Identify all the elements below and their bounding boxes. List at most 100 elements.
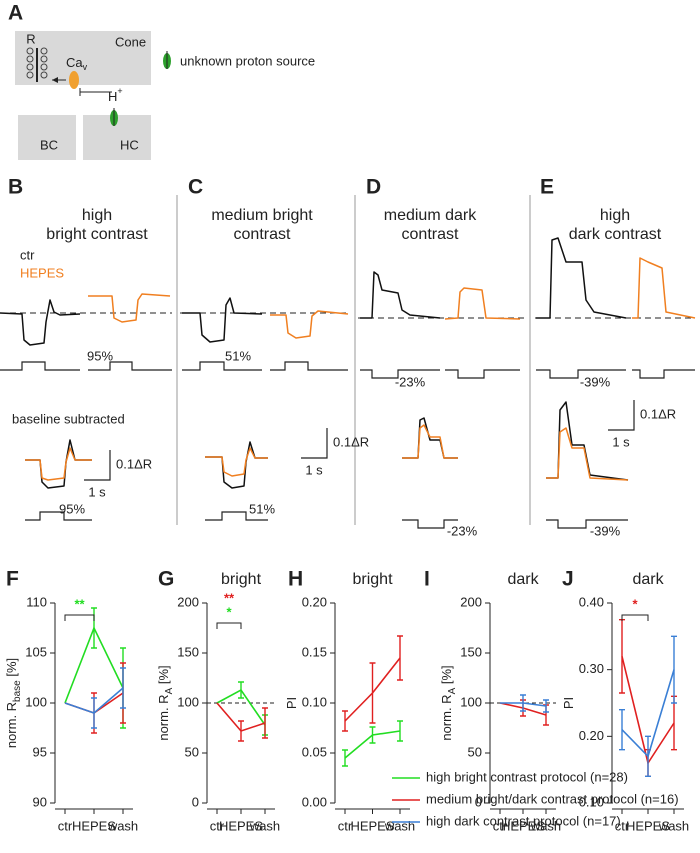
panel-letter: A xyxy=(8,2,23,25)
error-bar xyxy=(397,635,403,681)
legend: high bright contrast protocol (n=28) medi… xyxy=(392,769,679,828)
scale-amplitude: 0.1ΔR xyxy=(116,456,152,471)
x-tick-label: ctr xyxy=(58,818,73,833)
traces xyxy=(0,237,696,489)
error-bar xyxy=(262,707,268,739)
y-tick-label: 0.00 xyxy=(302,794,327,809)
panel-title: high xyxy=(600,207,630,224)
bc-box xyxy=(18,115,76,160)
panel-title: high xyxy=(82,207,112,224)
arrow-head xyxy=(52,77,58,83)
x-tick-label: ctr xyxy=(493,818,508,833)
stimulus-label: 51% xyxy=(225,348,251,363)
legend-label: high dark contrast protocol (n=17) xyxy=(426,813,621,828)
y-axis-label: PI xyxy=(561,697,576,709)
x-tick-label: HEPES xyxy=(219,818,263,833)
significance-stars: * xyxy=(632,596,638,611)
panel-letter: F xyxy=(6,568,19,591)
x-tick-label: wash xyxy=(384,818,415,833)
x-tick-label: wash xyxy=(530,818,561,833)
baselines xyxy=(0,312,695,319)
y-tick-label: 105 xyxy=(25,644,47,659)
error-bar xyxy=(671,635,677,704)
y-axis-label-part: norm. R xyxy=(156,694,171,740)
panel-title: medium bright xyxy=(211,207,313,224)
y-tick-label: 0 xyxy=(475,794,482,809)
significance-bracket xyxy=(216,622,242,629)
error-bar xyxy=(369,726,376,744)
x-tick-label: HEPES xyxy=(501,818,545,833)
error-bar xyxy=(671,695,677,751)
error-bar xyxy=(342,749,348,767)
label-cav-main: Ca xyxy=(66,55,83,70)
scale-bar xyxy=(84,450,111,481)
significance-stars: * xyxy=(226,604,232,619)
baseline-subtracted: baseline subtracted xyxy=(12,411,125,426)
label-cone: Cone xyxy=(115,34,146,49)
x-tick-label: HEPES xyxy=(350,818,394,833)
stimuli xyxy=(0,361,695,529)
y-axis-label-part: [%] xyxy=(439,665,454,687)
stimulus-label: -23% xyxy=(395,374,426,389)
y-tick-label: 200 xyxy=(177,594,199,609)
stimulus-label: -39% xyxy=(590,523,621,538)
y-tick-label: 90 xyxy=(33,794,47,809)
x-tick-label: ctr xyxy=(210,818,225,833)
error-bar xyxy=(397,720,403,742)
error-bar xyxy=(238,720,244,742)
x-tick-label: ctr xyxy=(615,818,630,833)
panel-title: dark contrast xyxy=(569,226,662,243)
y-axis-label: norm. RA [%] xyxy=(156,665,174,740)
label-h: H+ xyxy=(108,86,123,104)
chart-title: bright xyxy=(221,571,262,588)
error-bar xyxy=(91,697,97,729)
label-cav-sub: v xyxy=(83,62,88,72)
x-tick-label: ctr xyxy=(338,818,353,833)
scale-bar xyxy=(301,428,328,459)
label-hc: HC xyxy=(120,137,139,152)
y-tick-label: 200 xyxy=(460,594,482,609)
y-tick-label: 0.15 xyxy=(302,644,327,659)
y-axis-label-part: A xyxy=(164,687,175,694)
significance-stars: ** xyxy=(74,596,85,611)
label-h-sup: + xyxy=(117,86,122,96)
y-axis-label: norm. Rbase [%] xyxy=(4,658,22,748)
y-axis-label-part: base xyxy=(12,680,23,702)
y-tick-label: 0.40 xyxy=(579,594,604,609)
scale-time: 1 s xyxy=(88,484,106,499)
separators xyxy=(176,195,531,525)
panel-letter: G xyxy=(158,568,174,591)
y-axis-label-part: [%] xyxy=(156,665,171,687)
label-bc: BC xyxy=(40,137,58,152)
y-axis-label-part: PI xyxy=(561,697,576,709)
stimulus-label: 95% xyxy=(59,501,85,516)
error-bar xyxy=(619,618,625,694)
panel-letter: D xyxy=(366,176,381,199)
chart-title: dark xyxy=(632,571,664,588)
y-tick-label: 150 xyxy=(177,644,199,659)
panel-letter: I xyxy=(424,568,430,591)
panel-title: bright contrast xyxy=(46,226,148,243)
y-tick-label: 0 xyxy=(192,794,199,809)
y-tick-label: 0.20 xyxy=(579,728,604,743)
x-tick-label: HEPES xyxy=(72,818,116,833)
error-bar xyxy=(543,699,549,713)
legend-label: medium bright/dark contrast protocol (n=… xyxy=(426,791,679,806)
label-cav: Cav xyxy=(66,55,88,72)
error-bar xyxy=(619,708,625,751)
panel-a: A R Cone Cav H+ unknown proton source BC… xyxy=(8,2,315,160)
cav-channel xyxy=(69,71,79,89)
error-bar xyxy=(91,607,97,649)
legend-ctr: ctr xyxy=(20,247,35,262)
y-tick-label: 0.10 xyxy=(579,794,604,809)
stimulus-label: -23% xyxy=(447,523,478,538)
y-tick-label: 50 xyxy=(185,744,199,759)
stimulus-label: 95% xyxy=(87,348,113,363)
panel-letter: J xyxy=(562,568,574,591)
panel-letter: E xyxy=(540,176,554,199)
error-bar xyxy=(342,710,348,732)
chart-title: bright xyxy=(352,571,393,588)
stimulus-label: 51% xyxy=(249,501,275,516)
y-tick-label: 95 xyxy=(33,744,47,759)
